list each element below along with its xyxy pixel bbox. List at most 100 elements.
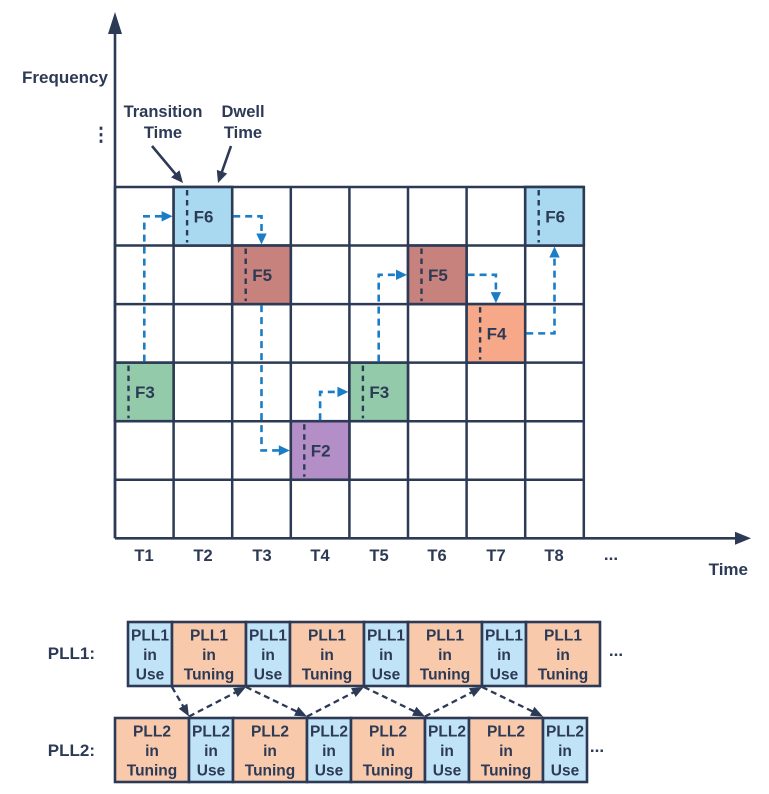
hop-cell-T1-F3: F3 [113, 361, 175, 423]
hop-arrow-head [337, 386, 349, 398]
pll1-row-label: PLL1: [48, 644, 95, 663]
pll-cell-text: in [322, 743, 336, 760]
hop-cell-label: F6 [194, 207, 214, 226]
pll-cell-text: Tuning [184, 667, 235, 684]
tick-label-t8: T8 [544, 547, 563, 565]
frequency-ellipsis: ⋮ [92, 125, 111, 146]
pll-cells-layer: PLL1 in Use PLL1 in Tuning PLL1 in Use PLL1 in Tuni… [113, 620, 602, 784]
pll-cell-text: PLL2 [369, 724, 407, 741]
pll-cell-text: PLL1 [485, 628, 523, 645]
pll-cell-text: Use [551, 763, 580, 780]
pll-cell-text: PLL1 [544, 628, 582, 645]
hop-cell-rect [523, 185, 586, 247]
pll-cell-rect [467, 716, 545, 784]
hop-arrow-line [526, 255, 556, 335]
dwell-time-label-line1: Dwell [221, 103, 264, 121]
hop-arrow-line [377, 273, 398, 362]
hop-arrow-line [318, 390, 340, 421]
pll1-cell-tuning: PLL1 in Tuning [406, 620, 484, 688]
pll-cell-text: in [558, 743, 572, 760]
pll-cell-text: Tuning [363, 763, 414, 780]
pll-cell-text: Tuning [481, 763, 532, 780]
hop-cell-rect [113, 361, 175, 423]
pll-cell-text: PLL2 [192, 724, 230, 741]
transition-time-label-line2: Time [144, 124, 182, 142]
pll-cell-text: Tuning [245, 763, 296, 780]
pll-handoff-arrow-head [294, 706, 307, 717]
pll-cell-text: PLL2 [487, 724, 525, 741]
pll-cell-text: Use [254, 667, 283, 684]
tick-label-t1: T1 [134, 547, 153, 565]
pll-cell-text: in [261, 647, 275, 664]
y-axis-arrowhead [108, 12, 122, 34]
pll-cell-text: in [438, 647, 452, 664]
hop-cell-T6-F5: F5 [406, 244, 468, 306]
dwell-time-arrow-line [220, 145, 233, 174]
hop-cell-label: F3 [369, 383, 389, 402]
pll-cell-text: Use [490, 667, 519, 684]
pll-cell-rect [406, 620, 484, 688]
hop-cell-T5-F3: F3 [348, 361, 410, 423]
hop-arrow-head [278, 445, 290, 456]
pll-cell-text: Use [136, 667, 165, 684]
hop-arrow-head [256, 233, 267, 245]
pll-cell-text: in [556, 647, 570, 664]
hop-cell-T4-F2: F2 [289, 419, 351, 482]
tick-label-t6: T6 [427, 547, 446, 565]
pll-handoff-arrow-head [469, 687, 482, 697]
pll-cell-text: in [320, 647, 334, 664]
hop-cell-label: F6 [545, 207, 565, 226]
hop-cell-rect [289, 419, 351, 482]
pll1-cell-tuning: PLL1 in Tuning [170, 620, 248, 688]
hop-cell-T3-F5: F5 [230, 244, 293, 306]
pll-cell-text: in [379, 647, 393, 664]
pll1-cell-use: PLL1 in Use [244, 620, 292, 688]
tick-label-t7: T7 [486, 547, 505, 565]
tick-label-t3: T3 [252, 547, 271, 565]
pll-cell-text: PLL2 [310, 724, 348, 741]
pll2-cell-use: PLL2 in Use [305, 716, 353, 784]
pll1-ellipsis: ... [609, 641, 623, 660]
pll-handoff-arrow-head [178, 703, 189, 717]
pll2-cell-use: PLL2 in Use [187, 716, 235, 784]
pll2-cell-tuning: PLL2 in Tuning [231, 716, 309, 784]
pll-cell-text: Tuning [420, 667, 471, 684]
transition-time-arrow-line [151, 145, 178, 177]
hop-arrow-head [490, 292, 502, 304]
pll-cell-text: PLL1 [249, 628, 287, 645]
hop-cell-label: F2 [311, 441, 331, 460]
hop-cell-T8-F6: F6 [523, 185, 586, 247]
pll-cell-text: PLL1 [131, 628, 169, 645]
hop-cell-label: F3 [135, 383, 155, 402]
pll-cell-text: PLL2 [133, 724, 171, 741]
pll-cell-text: Tuning [302, 667, 353, 684]
time-ellipsis: ... [604, 545, 618, 564]
y-axis-label: Frequency [22, 68, 109, 87]
hop-cell-rect [406, 244, 468, 306]
x-axis-label: Time [709, 560, 748, 579]
pll-cell-text: PLL1 [308, 628, 346, 645]
hop-arrow-head [549, 246, 560, 258]
pll-cell-text: in [143, 647, 157, 664]
pll2-row-label: PLL2: [48, 741, 95, 760]
hop-cell-label: F5 [252, 266, 272, 285]
pll2-cell-tuning: PLL2 in Tuning [113, 716, 191, 784]
pll-handoff-arrow-head [233, 687, 246, 697]
hop-arrow-head [161, 211, 173, 222]
pll-handoff-arrow-line [306, 690, 356, 718]
pll-cell-text: in [381, 743, 395, 760]
pll-cell-text: in [145, 743, 159, 760]
hop-cell-rect [230, 244, 293, 306]
tick-label-t4: T4 [310, 547, 330, 565]
tick-label-t5: T5 [369, 547, 388, 565]
pll-cell-rect [349, 716, 427, 784]
pll-cell-text: in [263, 743, 277, 760]
pll-cell-text: in [499, 743, 513, 760]
hop-cell-label: F5 [428, 266, 448, 285]
pll-cell-rect [541, 716, 589, 784]
dwell-time-label-line2: Time [224, 124, 262, 142]
pll-handoff-arrow-line [424, 690, 474, 718]
pll-cell-text: PLL2 [251, 724, 289, 741]
